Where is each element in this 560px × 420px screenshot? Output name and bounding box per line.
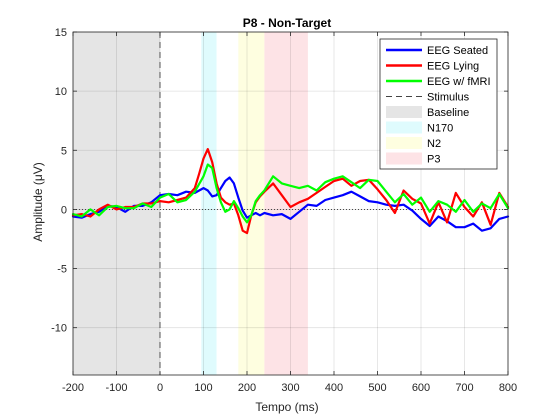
x-tick-label: 700 (455, 382, 473, 394)
legend-label: N170 (427, 123, 453, 135)
y-tick-label: 0 (61, 204, 67, 216)
x-axis-label: Tempo (ms) (255, 400, 318, 414)
legend: EEG Seated EEG Lying EEG w/ fMRI Stimulus Ba… (379, 38, 498, 170)
legend-swatch-patch (386, 152, 422, 165)
legend-label: N2 (427, 138, 441, 150)
x-tick-label: -100 (105, 382, 127, 394)
legend-swatch-patch (386, 106, 422, 118)
legend-swatch-patch (386, 137, 422, 149)
axes (72, 31, 509, 376)
region-p3 (264, 32, 308, 375)
x-tick-label: 0 (157, 382, 163, 394)
y-tick-label: 5 (61, 145, 67, 157)
x-tick-label: 600 (412, 382, 430, 394)
y-tick-label: 10 (55, 86, 67, 98)
x-tick-label: 300 (281, 382, 299, 394)
legend-label: EEG Lying (427, 61, 479, 73)
tick-labels: -200 -100 0 100 200 300 400 500 600 700 800 -10 -5 0 5… (51, 27, 517, 394)
series-group (71, 148, 510, 235)
x-tick-label: 500 (368, 382, 386, 394)
x-tick-label: 400 (325, 382, 343, 394)
legend-label: Baseline (427, 107, 469, 119)
chart-title: P8 - Non-Target (243, 16, 331, 30)
region-n2 (238, 32, 265, 375)
legend-label: EEG w/ fMRI (427, 76, 491, 88)
y-axis-label: Amplitude (μV) (31, 162, 45, 242)
x-tick-label: -200 (62, 382, 84, 394)
legend-label: P3 (427, 154, 440, 166)
legend-label: Stimulus (427, 92, 470, 104)
x-tick-label: 100 (194, 382, 212, 394)
y-tick-label: -5 (57, 264, 67, 276)
region-n170 (201, 32, 217, 375)
x-tick-label: 800 (499, 382, 517, 394)
legend-swatch-patch (386, 121, 422, 134)
series-line-eeg-seated (71, 176, 510, 232)
y-tick-label: -10 (51, 323, 67, 335)
reference-lines (73, 32, 508, 375)
y-tick-label: 15 (55, 27, 67, 39)
x-tick-label: 200 (238, 382, 256, 394)
legend-label: EEG Seated (427, 45, 488, 57)
series-line-eeg-w-fmri (71, 163, 510, 224)
